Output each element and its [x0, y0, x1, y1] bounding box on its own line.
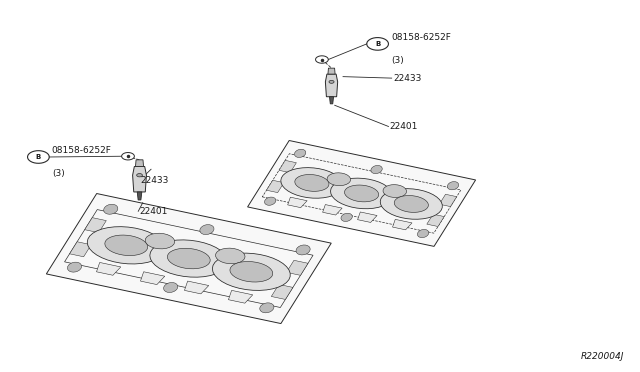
Text: R220004J: R220004J [580, 352, 624, 361]
Polygon shape [271, 285, 293, 299]
Polygon shape [67, 262, 81, 272]
Polygon shape [228, 291, 253, 303]
Text: (3): (3) [391, 56, 404, 65]
Polygon shape [87, 227, 165, 264]
Polygon shape [136, 160, 143, 167]
Text: 22401: 22401 [390, 122, 418, 131]
Polygon shape [294, 149, 306, 157]
Polygon shape [380, 189, 442, 219]
Text: 08158-6252F: 08158-6252F [391, 33, 451, 42]
Text: 22433: 22433 [141, 176, 169, 185]
Polygon shape [325, 74, 338, 97]
Polygon shape [341, 213, 352, 221]
Polygon shape [281, 168, 343, 198]
Polygon shape [212, 253, 290, 291]
Polygon shape [164, 282, 178, 292]
Polygon shape [264, 197, 276, 205]
Polygon shape [427, 214, 444, 227]
Polygon shape [287, 197, 307, 208]
Polygon shape [323, 205, 342, 215]
Text: B: B [36, 154, 41, 160]
Polygon shape [70, 242, 92, 257]
Polygon shape [46, 193, 332, 324]
Polygon shape [97, 263, 121, 275]
Polygon shape [316, 56, 328, 63]
Polygon shape [296, 245, 310, 255]
Polygon shape [122, 153, 134, 160]
Polygon shape [344, 185, 379, 202]
Polygon shape [327, 173, 351, 186]
Polygon shape [137, 174, 143, 177]
Polygon shape [200, 225, 214, 235]
Polygon shape [279, 160, 296, 173]
Polygon shape [167, 248, 210, 269]
Polygon shape [184, 281, 209, 294]
Polygon shape [329, 80, 334, 83]
Text: (3): (3) [52, 169, 65, 178]
Text: 08158-6252F: 08158-6252F [52, 146, 112, 155]
Polygon shape [286, 260, 308, 275]
Polygon shape [140, 272, 164, 285]
Text: 22401: 22401 [140, 207, 168, 216]
Polygon shape [328, 68, 335, 74]
Text: 22433: 22433 [393, 74, 421, 83]
Polygon shape [104, 204, 118, 214]
Polygon shape [248, 141, 476, 246]
Polygon shape [447, 182, 459, 190]
Polygon shape [150, 240, 228, 277]
Polygon shape [417, 230, 429, 238]
Polygon shape [392, 219, 412, 230]
Polygon shape [137, 192, 142, 200]
Polygon shape [439, 194, 457, 206]
Polygon shape [216, 248, 245, 264]
Polygon shape [295, 174, 329, 191]
Polygon shape [383, 185, 406, 198]
Polygon shape [330, 178, 392, 209]
Polygon shape [394, 196, 428, 212]
Polygon shape [330, 97, 333, 104]
Polygon shape [266, 180, 284, 193]
Polygon shape [145, 233, 175, 249]
Polygon shape [371, 166, 382, 174]
Polygon shape [132, 167, 147, 192]
Polygon shape [84, 218, 106, 232]
Polygon shape [230, 262, 273, 282]
Polygon shape [105, 235, 148, 256]
Polygon shape [358, 212, 377, 222]
Text: B: B [375, 41, 380, 47]
Polygon shape [260, 303, 274, 313]
